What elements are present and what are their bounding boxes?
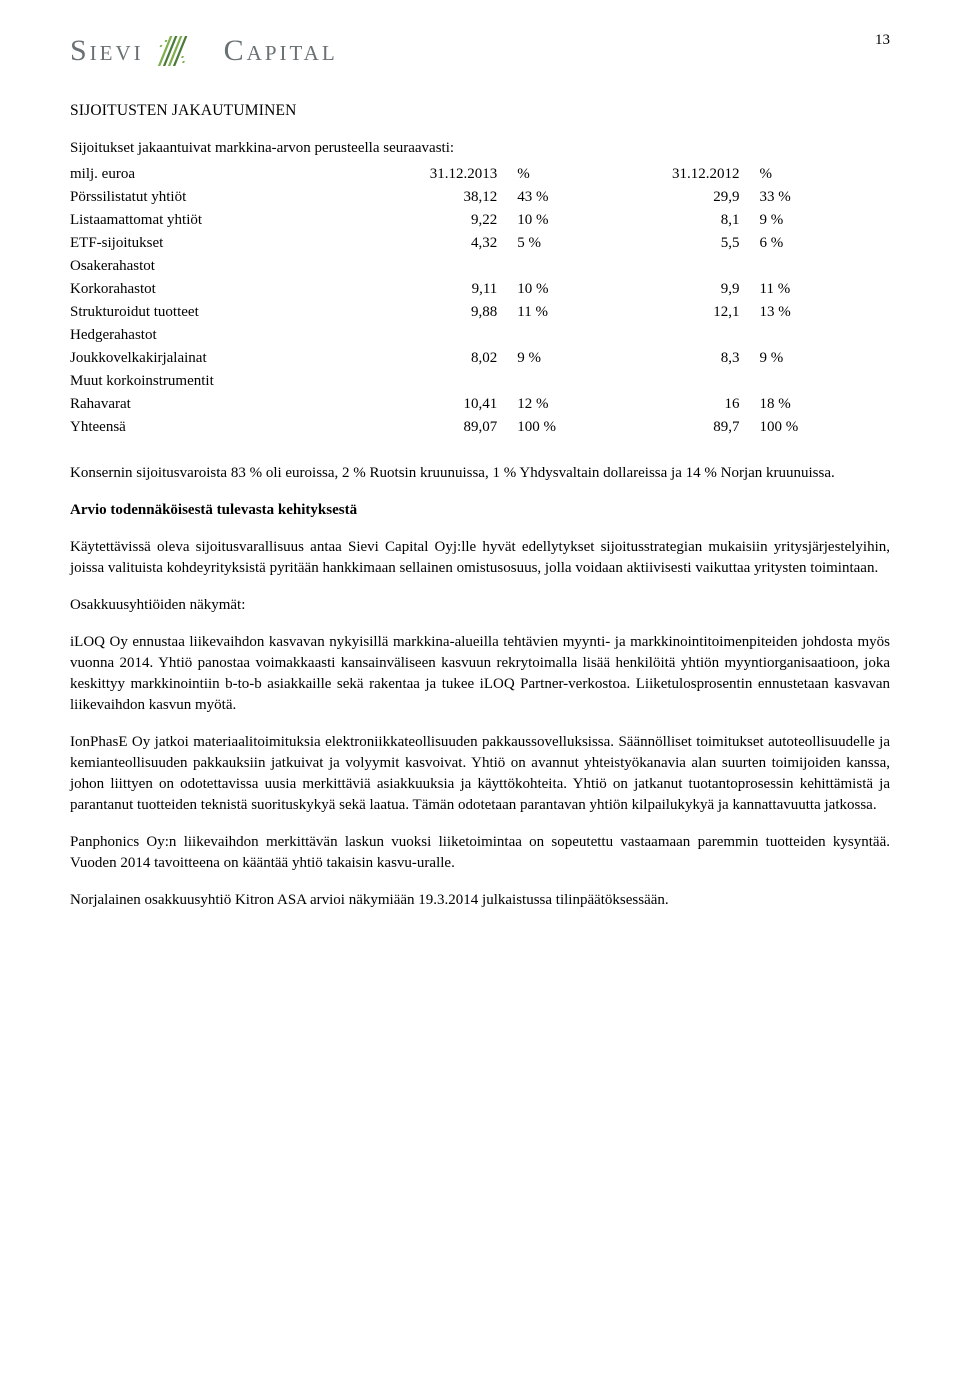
table-cell: 9,88 (405, 301, 517, 324)
table-cell: 5,5 (648, 232, 760, 255)
table-cell: Yhteensä (70, 416, 405, 439)
table-cell: Strukturoidut tuotteet (70, 301, 405, 324)
table-row: Muut korkoinstrumentit (70, 370, 890, 393)
table-cell (760, 370, 890, 393)
outlook-paragraph: Käytettävissä oleva sijoitusvarallisuus … (70, 537, 890, 579)
table-cell (405, 324, 517, 347)
table-cell: 9 % (517, 347, 647, 370)
table-cell: 10 % (517, 209, 647, 232)
table-cell: Joukkovelkakirjalainat (70, 347, 405, 370)
table-cell: 8,02 (405, 347, 517, 370)
table-cell (648, 370, 760, 393)
table-cell: Korkorahastot (70, 278, 405, 301)
table-row: Rahavarat10,4112 %1618 % (70, 393, 890, 416)
table-row: Hedgerahastot (70, 324, 890, 347)
page-header: Sievi Capital 13 (70, 30, 890, 72)
table-row: Korkorahastot9,1110 %9,911 % (70, 278, 890, 301)
table-cell (648, 255, 760, 278)
table-row: Listaamattomat yhtiöt9,2210 %8,19 % (70, 209, 890, 232)
table-cell: 5 % (517, 232, 647, 255)
iloq-paragraph: iLOQ Oy ennustaa liikevaihdon kasvavan n… (70, 632, 890, 716)
table-cell: Osakerahastot (70, 255, 405, 278)
table-cell: 11 % (517, 301, 647, 324)
table-cell: 4,32 (405, 232, 517, 255)
table-row: Strukturoidut tuotteet9,8811 %12,113 % (70, 301, 890, 324)
table-cell: 38,12 (405, 186, 517, 209)
ionphase-paragraph: IonPhasE Oy jatkoi materiaalitoimituksia… (70, 732, 890, 816)
table-cell: Rahavarat (70, 393, 405, 416)
kitron-paragraph: Norjalainen osakkuusyhtiö Kitron ASA arv… (70, 890, 890, 911)
associates-subhead: Osakkuusyhtiöiden näkymät: (70, 595, 890, 616)
table-cell (760, 255, 890, 278)
table-row: ETF-sijoitukset4,325 %5,56 % (70, 232, 890, 255)
table-header-row: milj. euroa 31.12.2013 % 31.12.2012 % (70, 163, 890, 186)
table-cell: 16 (648, 393, 760, 416)
table-row: Pörssilistatut yhtiöt38,1243 %29,933 % (70, 186, 890, 209)
table-cell: 9,9 (648, 278, 760, 301)
table-cell: 8,3 (648, 347, 760, 370)
table-cell: 9,22 (405, 209, 517, 232)
table-cell (648, 324, 760, 347)
company-logo: Sievi Capital (70, 30, 338, 72)
table-cell: Hedgerahastot (70, 324, 405, 347)
table-cell: 12 % (517, 393, 647, 416)
table-cell: 100 % (517, 416, 647, 439)
unit-label: milj. euroa (70, 163, 405, 186)
table-row: Joukkovelkakirjalainat8,029 %8,39 % (70, 347, 890, 370)
table-cell: 9 % (760, 209, 890, 232)
col-date2: 31.12.2012 (648, 163, 760, 186)
table-cell (517, 255, 647, 278)
table-cell: 100 % (760, 416, 890, 439)
intro-text: Sijoitukset jakaantuivat markkina-arvon … (70, 138, 890, 159)
table-cell: 9 % (760, 347, 890, 370)
table-row: Yhteensä89,07100 %89,7100 % (70, 416, 890, 439)
col-pct1: % (517, 163, 647, 186)
outlook-subhead: Arvio todennäköisestä tulevasta kehityks… (70, 500, 890, 521)
table-cell: 89,7 (648, 416, 760, 439)
table-cell: 89,07 (405, 416, 517, 439)
table-cell: ETF-sijoitukset (70, 232, 405, 255)
table-row: Osakerahastot (70, 255, 890, 278)
table-cell: 9,11 (405, 278, 517, 301)
section-title: SIJOITUSTEN JAKAUTUMINEN (70, 100, 890, 122)
table-cell: 29,9 (648, 186, 760, 209)
table-cell: Muut korkoinstrumentit (70, 370, 405, 393)
panphonics-paragraph: Panphonics Oy:n liikevaihdon merkittävän… (70, 832, 890, 874)
table-cell: 6 % (760, 232, 890, 255)
page-number: 13 (875, 30, 890, 51)
table-cell: 18 % (760, 393, 890, 416)
logo-slashes-icon (156, 36, 212, 66)
table-cell: 10 % (517, 278, 647, 301)
table-cell (517, 370, 647, 393)
table-cell: 8,1 (648, 209, 760, 232)
logo-word-capital: Capital (224, 30, 338, 72)
logo-word-sievi: Sievi (70, 30, 144, 72)
col-pct2: % (760, 163, 890, 186)
table-cell: 10,41 (405, 393, 517, 416)
allocation-table: milj. euroa 31.12.2013 % 31.12.2012 % Pö… (70, 163, 890, 439)
table-cell (405, 255, 517, 278)
table-cell (760, 324, 890, 347)
table-cell: 11 % (760, 278, 890, 301)
table-cell: 33 % (760, 186, 890, 209)
table-cell: 12,1 (648, 301, 760, 324)
table-cell (517, 324, 647, 347)
table-cell: Listaamattomat yhtiöt (70, 209, 405, 232)
table-cell: 43 % (517, 186, 647, 209)
table-cell: Pörssilistatut yhtiöt (70, 186, 405, 209)
table-cell: 13 % (760, 301, 890, 324)
col-date1: 31.12.2013 (405, 163, 517, 186)
table-cell (405, 370, 517, 393)
currency-paragraph: Konsernin sijoitusvaroista 83 % oli euro… (70, 463, 890, 484)
